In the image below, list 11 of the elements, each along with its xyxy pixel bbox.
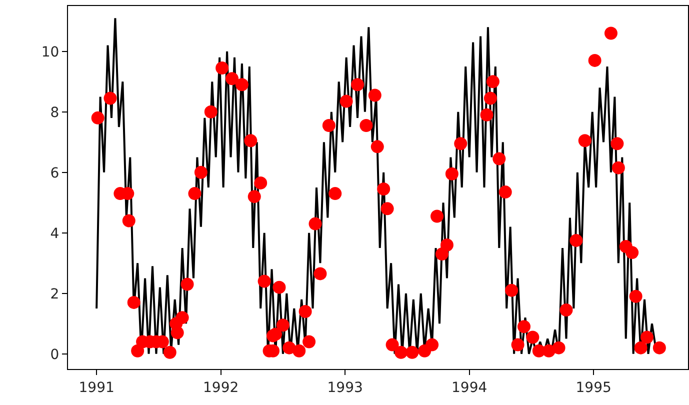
y-tick-label: 8	[50, 104, 60, 121]
x-tick-label: 1992	[203, 380, 239, 396]
y-tick-label: 4	[50, 226, 60, 242]
y-tick-label: 0	[50, 346, 60, 363]
x-tick-label: 1991	[78, 380, 114, 396]
y-tick-label: 10	[41, 44, 60, 60]
y-tick-label: 6	[50, 165, 60, 182]
y-tick-label: 2	[50, 286, 60, 302]
x-tick-label: 1994	[452, 380, 488, 396]
x-tick-label: 1995	[576, 380, 612, 396]
x-tick-label: 1993	[327, 380, 363, 396]
